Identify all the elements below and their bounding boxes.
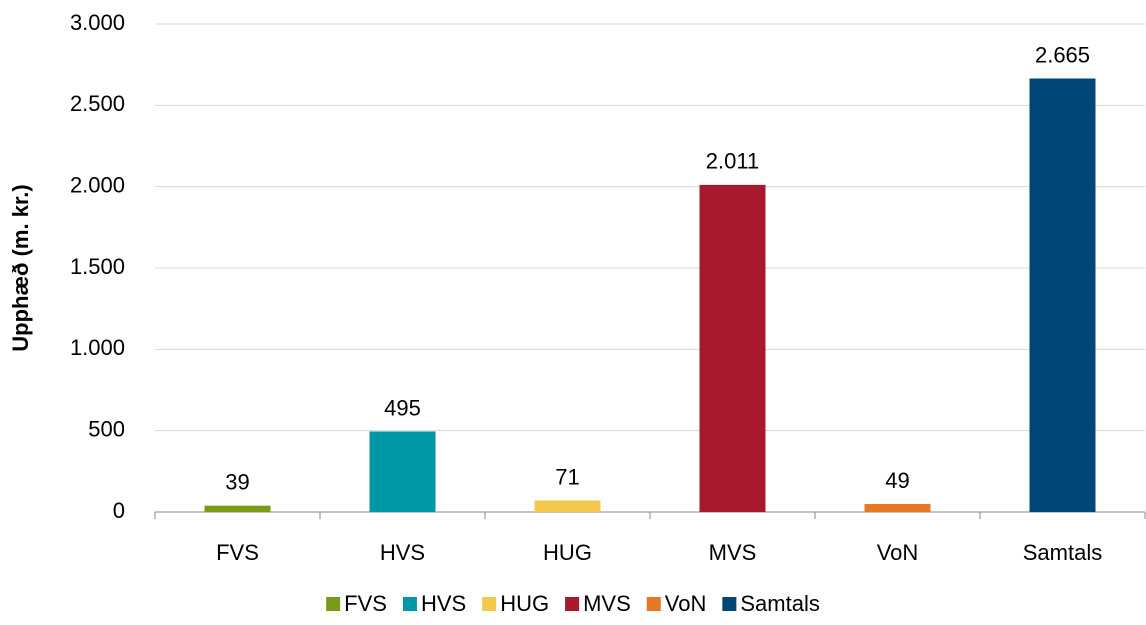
- bar: [1029, 78, 1096, 512]
- legend-label: VoN: [665, 591, 707, 616]
- x-tick-label: MVS: [709, 540, 757, 565]
- bar: [699, 184, 766, 513]
- x-tick-label: FVS: [216, 540, 259, 565]
- y-tick-label: 500: [88, 416, 125, 441]
- bar: [534, 500, 601, 512]
- bar: [204, 505, 271, 512]
- data-label: 39: [225, 469, 249, 494]
- legend-swatch: [482, 597, 497, 611]
- bar: [369, 431, 436, 512]
- legend-label: FVS: [344, 591, 387, 616]
- data-label: 495: [384, 395, 421, 420]
- y-tick-label: 1.000: [70, 335, 125, 360]
- legend-swatch: [565, 597, 580, 611]
- legend-swatch: [326, 597, 341, 611]
- x-tick-label: VoN: [877, 540, 919, 565]
- legend-swatch: [646, 597, 661, 611]
- x-tick-label: Samtals: [1023, 540, 1102, 565]
- legend-label: MVS: [583, 591, 631, 616]
- legend-swatch: [402, 597, 417, 611]
- legend-label: HUG: [500, 591, 549, 616]
- bar: [864, 504, 931, 512]
- y-tick-label: 3.000: [70, 10, 125, 35]
- legend-label: HVS: [421, 591, 466, 616]
- data-label: 2.665: [1035, 42, 1090, 67]
- y-tick-label: 1.500: [70, 254, 125, 279]
- y-tick-label: 2.000: [70, 172, 125, 197]
- legend-label: Samtals: [740, 591, 819, 616]
- y-axis-label: Upphæð (m. kr.): [8, 184, 33, 351]
- x-tick-label: HUG: [543, 540, 592, 565]
- data-label: 71: [555, 464, 579, 489]
- y-tick-label: 0: [113, 498, 125, 523]
- data-label: 2.011: [706, 149, 759, 174]
- y-tick-label: 2.500: [70, 91, 125, 116]
- data-label: 49: [885, 468, 909, 493]
- x-tick-label: HVS: [380, 540, 425, 565]
- legend-swatch: [722, 597, 737, 611]
